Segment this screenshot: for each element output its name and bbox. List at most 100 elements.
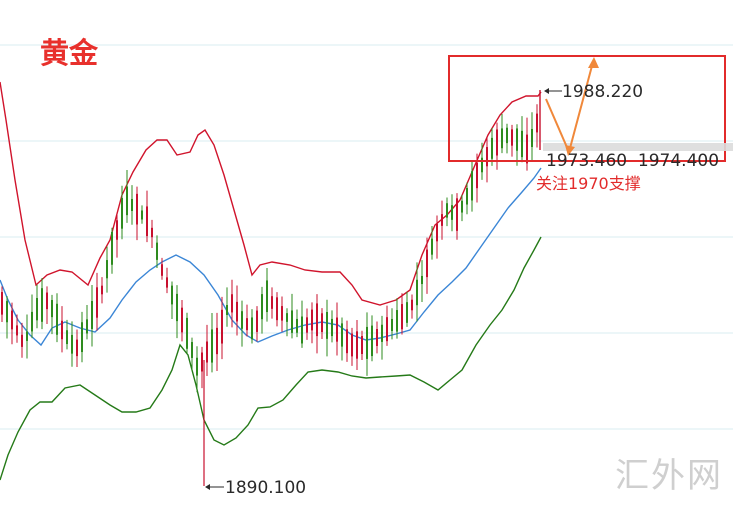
candle-body [96,287,98,318]
candle [531,112,533,161]
candle [361,330,363,360]
candle [341,317,343,361]
candle-body [316,303,318,337]
candle-body [281,306,283,321]
candle-body [461,200,463,213]
candle-body [451,205,453,220]
candle-body [296,318,298,333]
high-value: 1988.220 [562,82,643,102]
candle [491,128,493,166]
candle [131,185,133,225]
candle [381,315,383,360]
candle-body [346,329,348,354]
candle [441,200,443,240]
candle-body [521,130,523,158]
candle-body [516,128,518,151]
candle [201,346,203,389]
highlight-box [448,55,726,162]
candle-body [361,336,363,354]
candle [161,257,163,280]
candle [56,293,58,343]
candle [41,277,43,330]
candle [496,122,498,170]
candle [171,281,173,319]
candle [81,311,83,363]
candle-body [321,313,323,333]
candle-body [236,301,238,322]
levels-value: 1973.460 1974.400 [546,151,719,171]
candle-body [376,329,378,346]
candle [276,292,278,327]
candle-body [291,310,293,333]
candle [141,205,143,224]
candle [121,185,123,240]
candle-body [286,313,288,322]
candle [501,113,503,154]
candle-body [196,357,198,376]
candle [486,136,488,183]
candle [6,295,8,339]
candle-body [396,310,398,332]
candle-body [231,294,233,313]
candle [511,124,513,157]
candle-body [121,197,123,229]
candle-body [61,320,63,340]
candle-body [256,310,258,332]
candle-body [271,296,273,309]
bollinger-bands [0,81,542,481]
candle [136,186,138,241]
candle [146,190,148,243]
candle [291,293,293,339]
candle-body [501,128,503,149]
candle [206,324,208,376]
candle [521,116,523,163]
arrow-up-head [588,57,599,68]
candle [236,285,238,336]
candle-body [426,249,428,278]
candle-body [171,285,173,305]
candle-body [71,334,73,354]
candle-body [126,186,128,216]
candle [111,227,113,274]
candle-body [381,324,383,342]
candle [461,194,463,222]
candle-body [536,113,538,133]
candle [421,260,423,302]
candle [196,346,198,393]
candle-body [216,327,218,355]
candle-body [241,311,243,329]
candle [386,305,388,346]
candle-body [331,318,333,337]
candle [401,293,403,335]
candle-body [311,309,313,331]
candle-body [11,310,13,330]
candle [256,306,258,342]
candle-body [336,317,338,342]
candle-body [191,342,193,358]
candle-body [261,294,263,320]
candle [316,294,318,354]
candle [191,337,193,371]
candle-body [181,307,183,333]
candle [281,296,283,332]
candle [351,327,353,366]
watermark: 汇外网 [615,456,723,496]
candle-body [416,279,418,306]
candle-body [51,300,53,318]
candle [296,309,298,338]
candle [31,294,33,339]
candle [241,300,243,347]
candle [101,277,103,304]
candle-body [221,309,223,344]
candle-body [386,317,388,342]
candle-body [326,312,328,339]
candle [61,306,63,353]
candle-body [136,193,138,225]
candle [1,286,3,323]
candle-body [246,318,248,331]
candle [516,124,518,166]
candle-body [206,341,208,363]
candle-body [36,298,38,321]
candle-body [456,198,458,231]
